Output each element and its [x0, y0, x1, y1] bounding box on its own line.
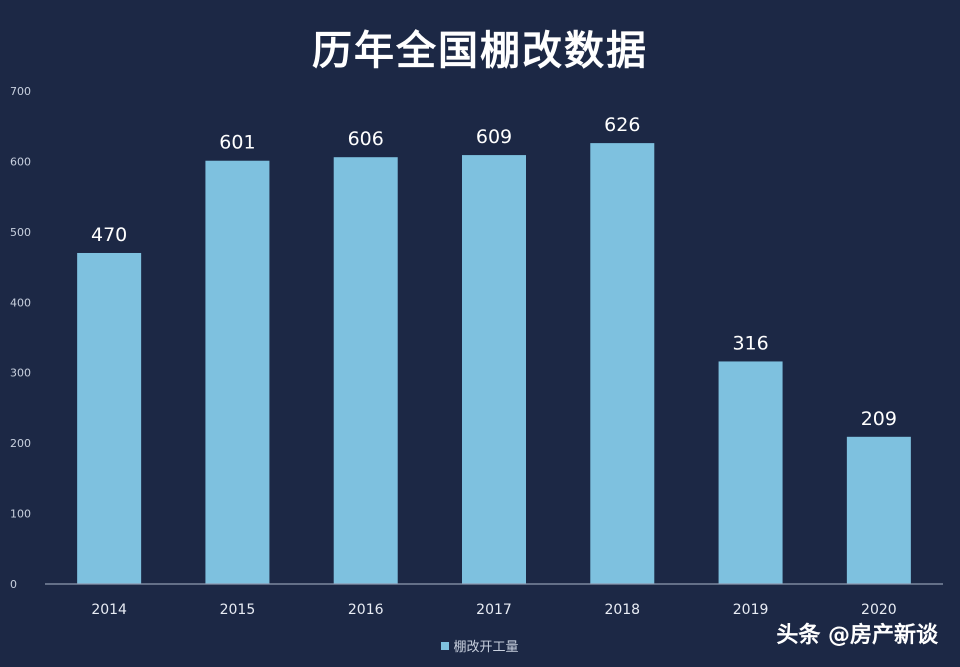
data-label: 316 — [732, 332, 768, 354]
data-label: 626 — [604, 114, 640, 136]
y-tick-label: 200 — [10, 437, 31, 450]
bar-2015 — [205, 160, 270, 584]
bars — [77, 143, 911, 585]
y-tick-label: 400 — [10, 296, 31, 309]
bar-2017 — [462, 155, 526, 584]
y-tick-label: 600 — [10, 155, 31, 168]
x-tick-label: 2020 — [861, 602, 897, 618]
value-labels: 470 601 606 609 626 316 209 — [91, 114, 897, 430]
x-tick-label: 2019 — [733, 602, 769, 618]
y-tick-label: 500 — [10, 226, 31, 239]
data-label: 609 — [476, 126, 512, 148]
x-axis-ticks: 2014 2015 2016 2017 2018 2019 2020 — [91, 602, 896, 618]
x-tick-label: 2016 — [348, 602, 384, 618]
bar-2016 — [333, 157, 398, 584]
bar-2019 — [718, 361, 783, 584]
y-tick-label: 100 — [10, 508, 31, 521]
data-label: 209 — [861, 408, 897, 430]
data-label: 606 — [348, 128, 384, 150]
x-tick-label: 2015 — [220, 602, 256, 618]
bar-2020 — [846, 436, 911, 584]
bar-2014 — [77, 252, 142, 584]
x-tick-label: 2018 — [604, 602, 640, 618]
legend-swatch — [441, 642, 450, 650]
data-label: 470 — [91, 224, 127, 246]
legend-label: 棚改开工量 — [453, 640, 519, 655]
x-tick-label: 2017 — [476, 602, 512, 618]
y-tick-label: 0 — [10, 578, 17, 591]
legend: 棚改开工量 — [0, 636, 960, 655]
y-axis-ticks: 0 100 200 300 400 500 600 700 — [10, 85, 31, 591]
chart-title: 历年全国棚改数据 — [312, 28, 648, 74]
data-label: 601 — [219, 132, 255, 154]
bar-2018 — [590, 143, 655, 585]
watermark: 头条 @房产新谈 — [776, 623, 938, 648]
x-tick-label: 2014 — [91, 602, 127, 618]
y-tick-label: 700 — [10, 85, 31, 98]
y-tick-label: 300 — [10, 367, 31, 380]
